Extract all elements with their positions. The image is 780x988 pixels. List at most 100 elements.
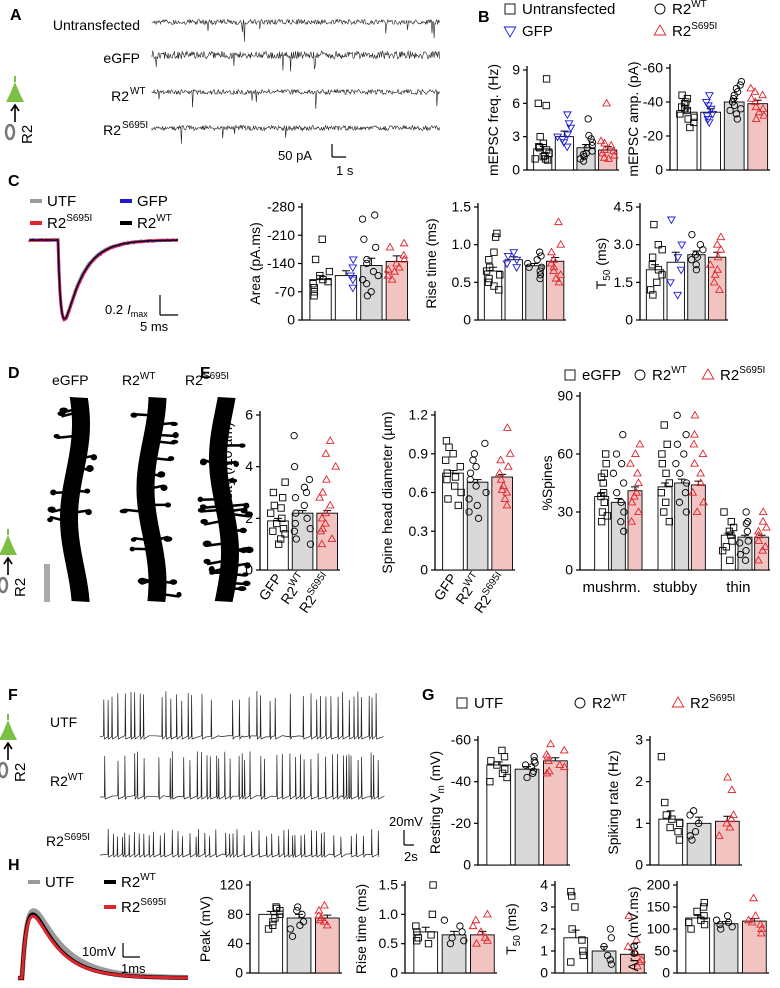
y-axis-label: Rise time (ms) [353,884,369,974]
dendrite-shaft [209,397,239,602]
data-point [472,482,480,490]
data-point [716,232,726,241]
data-point [658,246,666,254]
bar [486,764,512,866]
data-point [465,495,473,503]
data-point [742,519,750,528]
data-point [754,536,764,545]
data-point [473,501,481,510]
spine-head [203,558,211,565]
scale-y-text: 10mV [82,944,116,959]
data-point [509,249,519,257]
data-point [677,103,686,111]
data-point [527,763,536,771]
legend-item: R2WT [634,365,687,384]
data-point [266,509,275,517]
error-bar [473,479,482,483]
row-label-r2s695i-sup: S695I [122,120,148,131]
data-point [688,487,698,496]
data-point [706,105,716,114]
data-point [486,778,494,786]
data-point [658,450,666,458]
spine-head [53,434,60,439]
data-point [383,270,393,279]
data-point [746,83,756,92]
data-point [660,421,668,429]
panel-label-c: C [8,173,20,190]
data-point [482,488,490,497]
data-point [633,468,642,477]
data-point [296,921,304,929]
data-point [758,507,768,516]
data-point [709,277,719,286]
panel-c-mepsc-traces [28,237,179,322]
data-point [369,267,378,276]
data-point [754,530,764,539]
data-point [306,540,315,548]
data-point [290,527,299,535]
data-point [747,917,757,926]
data-point [451,482,459,490]
data-point [413,928,421,936]
data-point [723,772,733,781]
spine-head [138,577,145,585]
data-point [701,98,711,107]
spine [61,412,73,418]
chart-h2: 0 0.5 1.0 1.5 Rise time (ms) [353,877,497,981]
data-point [321,508,331,517]
legend-symbol [654,3,666,15]
data-point [608,146,618,155]
data-point [456,922,464,930]
y-tick-label: 3 [635,732,643,748]
data-point [490,282,498,290]
data-point [277,535,285,543]
data-point [753,526,763,535]
data-point [676,819,684,827]
data-point [649,291,657,299]
y-axis-label: Spine density (/10 µm) [219,422,235,562]
data-point [466,469,475,477]
panel-d-labels: eGFP R2WT R2S695I [52,371,229,388]
data-point [471,915,481,924]
panel-a-traces [151,18,440,144]
y-tick-label: 1.0 [379,906,399,922]
bar [554,136,574,171]
y-tick-label: 30 [557,504,573,520]
legend-label: UTF [45,874,74,891]
data-point [726,814,736,823]
legend-label: Untransfected [522,1,615,18]
data-point [629,491,639,500]
spine-head [47,517,53,523]
data-point [543,156,552,164]
y-tick-label: 4.5 [614,199,634,215]
data-point [692,261,700,269]
data-point [544,756,553,764]
y-axis-label: Peak (mV) [197,896,213,962]
data-point [429,881,437,889]
legend-item: R2WT [104,872,156,891]
data-point [505,449,515,457]
receptor-label: R2 [19,125,36,144]
y-tick-label: 40 [227,935,243,951]
row-label-untransfected: Untransfected [53,17,140,33]
y-tick-label: 0 [655,162,663,178]
data-point [521,761,530,769]
bar [700,111,722,171]
y-tick-label: 0 [463,312,471,328]
arrow-icon [10,103,20,122]
spine-head [245,511,253,518]
y-tick-label: 0 [420,562,428,578]
data-point [653,278,661,286]
legend-label: R2S695I [672,21,717,40]
data-point [390,266,400,275]
data-point [277,504,285,512]
data-point [696,468,706,477]
data-point [535,143,543,151]
data-point [442,456,450,464]
data-point [502,500,512,509]
data-point [600,942,608,951]
data-point [657,489,666,497]
data-point [725,822,735,831]
row-label-r2wt-sup: WT [130,86,146,97]
